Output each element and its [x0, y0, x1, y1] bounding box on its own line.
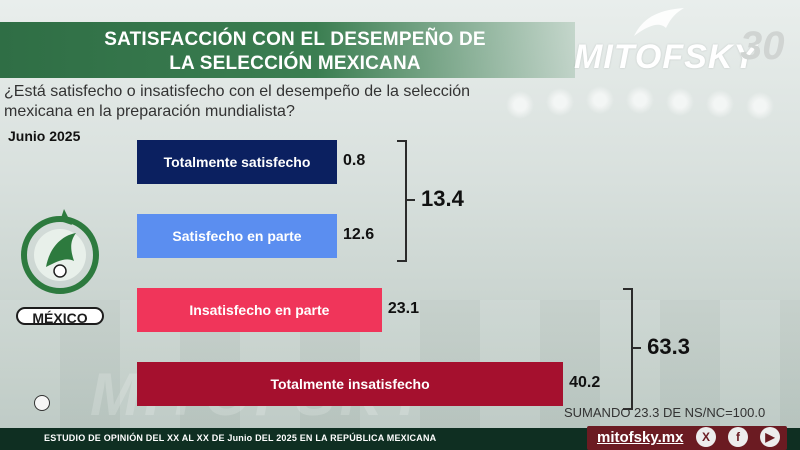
bar-value-insatisfecho-en-parte: 23.1: [387, 300, 419, 317]
bar-totalmente-satisfecho: Totalmente satisfecho: [137, 140, 337, 184]
group-bracket-1: [397, 140, 407, 262]
youtube-icon[interactable]: ▶: [760, 427, 780, 447]
bar-label-insatisfecho-en-parte: Insatisfecho en parte: [189, 302, 330, 318]
footnote: SUMANDO 23.3 DE NS/NC=100.0: [564, 405, 766, 420]
bar-label-satisfecho-en-parte: Satisfecho en parte: [172, 228, 302, 244]
site-box: [587, 426, 787, 450]
title-line-2: LA SELECCIÓN MEXICANA: [169, 53, 421, 74]
logo-number: 30: [740, 24, 785, 68]
eagle-logo-icon: [634, 8, 684, 36]
title-band: [0, 22, 575, 78]
logo-text: MITOFSKY: [574, 38, 758, 76]
group-bracket-2: [623, 288, 634, 410]
bar-value-totalmente-insatisfecho: 40.2: [569, 374, 601, 391]
mexico-emblem: MÉXICO: [16, 205, 104, 326]
x-icon[interactable]: X: [696, 427, 716, 447]
group-bracket-tip-1: [405, 199, 415, 201]
survey-date: Junio 2025: [8, 128, 81, 144]
group-bracket-tip-2: [631, 347, 642, 349]
bar-label-totalmente-insatisfecho: Totalmente insatisfecho: [270, 376, 430, 392]
survey-question: ¿Está satisfecho o insatisfecho con el d…: [4, 83, 471, 120]
facebook-icon[interactable]: f: [728, 427, 748, 447]
stadium-lights: [0, 70, 800, 140]
mexico-crest-icon: [21, 209, 99, 294]
bar-value-satisfecho-en-parte: 12.6: [343, 226, 375, 243]
mexico-label: MÉXICO: [16, 307, 104, 326]
bar-label-totalmente-satisfecho: Totalmente satisfecho: [163, 154, 311, 170]
bar-insatisfecho-en-parte: Insatisfecho en parte: [137, 288, 382, 332]
mitofsky-logo: MITOFSKY 30: [574, 6, 800, 80]
bar-satisfecho-en-parte: Satisfecho en parte: [137, 214, 337, 258]
site-link[interactable]: mitofsky.mx: [597, 429, 684, 446]
group-total-2: 63.3: [647, 334, 690, 359]
soccer-ball-icon: [34, 395, 50, 411]
bar-totalmente-insatisfecho: Totalmente insatisfecho: [137, 362, 564, 406]
bar-value-totalmente-satisfecho: 0.8: [343, 152, 366, 169]
title-line-1: SATISFACCIÓN CON EL DESEMPEÑO DE: [104, 29, 486, 50]
footer-text: ESTUDIO DE OPINIÓN DEL XX AL XX DE Junio…: [44, 433, 437, 443]
page-title: SATISFACCIÓN CON EL DESEMPEÑO DE LA SELE…: [60, 28, 530, 76]
group-total-1: 13.4: [421, 186, 464, 211]
